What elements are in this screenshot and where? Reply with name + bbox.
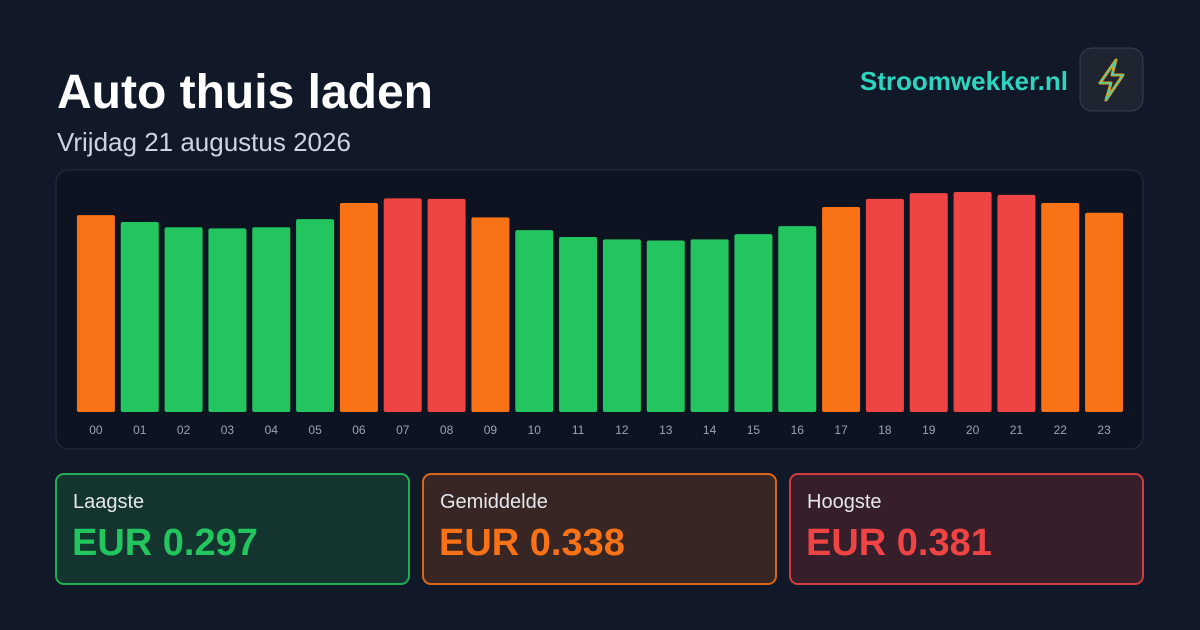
bar	[1085, 212, 1124, 412]
bar	[602, 239, 641, 412]
stat-card: Laagste EUR 0.297	[55, 473, 410, 585]
subtitle: Vrijdag 21 augustus 2026	[57, 127, 351, 157]
bar	[383, 198, 422, 412]
bar	[909, 193, 948, 412]
bar	[208, 228, 247, 412]
bar	[1041, 202, 1080, 412]
bar	[339, 202, 378, 412]
stat-box	[55, 473, 410, 585]
x-tick-label: 20	[966, 423, 980, 437]
bar	[76, 215, 115, 412]
bar	[646, 240, 685, 412]
x-tick-label: 05	[308, 423, 322, 437]
x-tick-label: 14	[703, 423, 717, 437]
bar	[778, 226, 817, 412]
x-tick-label: 03	[221, 423, 235, 437]
bar	[164, 227, 203, 412]
stat-card: Hoogste EUR 0.381	[789, 473, 1144, 585]
x-tick-label: 18	[878, 423, 892, 437]
x-tick-label: 10	[528, 423, 542, 437]
brand-icon	[1079, 47, 1144, 112]
bar	[865, 198, 904, 412]
bar	[120, 222, 159, 412]
x-tick-label: 17	[834, 423, 848, 437]
bar	[734, 234, 773, 412]
bar	[953, 192, 992, 412]
x-tick-label: 13	[659, 423, 673, 437]
stat-value: EUR 0.297	[72, 522, 258, 564]
bar	[252, 227, 291, 412]
bar	[471, 217, 510, 412]
x-tick-label: 00	[89, 423, 103, 437]
bar	[296, 219, 335, 412]
stat-label: Hoogste	[807, 491, 882, 513]
x-tick-label: 06	[352, 423, 366, 437]
stat-label: Gemiddelde	[440, 491, 548, 513]
bar	[427, 198, 466, 412]
x-tick-label: 04	[265, 423, 279, 437]
brand: Stroomwekker.nl	[860, 66, 1068, 96]
bar	[515, 230, 554, 412]
x-tick-label: 12	[615, 423, 629, 437]
stat-box	[422, 473, 777, 585]
x-tick-label: 19	[922, 423, 936, 437]
stat-card: Gemiddelde EUR 0.338	[422, 473, 777, 585]
stat-box	[789, 473, 1144, 585]
bar	[822, 207, 861, 412]
stat-value: EUR 0.381	[806, 522, 992, 564]
x-tick-label: 07	[396, 423, 410, 437]
x-tick-label: 15	[747, 423, 761, 437]
x-tick-label: 16	[791, 423, 805, 437]
x-tick-label: 01	[133, 423, 147, 437]
stat-value: EUR 0.338	[439, 522, 625, 564]
x-tick-label: 21	[1010, 423, 1024, 437]
bar	[997, 194, 1036, 412]
x-tick-label: 08	[440, 423, 454, 437]
bar	[690, 239, 729, 412]
x-tick-label: 09	[484, 423, 498, 437]
title: Auto thuis laden	[57, 66, 433, 119]
x-tick-label: 02	[177, 423, 191, 437]
bars: 00 01 02 03 04 05 06 07 08 09 10 11 12 13 14 15 16 17 18 19…	[76, 192, 1124, 437]
x-tick-label: 11	[572, 423, 585, 437]
bar	[559, 237, 598, 412]
stat-label: Laagste	[73, 491, 144, 513]
x-tick-label: 22	[1054, 423, 1068, 437]
stats: Laagste EUR 0.297 Gemiddelde EUR 0.338 Hoogs…	[55, 473, 1144, 585]
x-tick-label: 23	[1097, 423, 1111, 437]
